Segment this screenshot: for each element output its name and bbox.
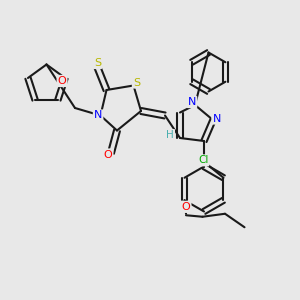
- Text: N: N: [94, 110, 102, 121]
- Text: N: N: [188, 97, 196, 107]
- Text: H: H: [166, 130, 174, 140]
- Text: Cl: Cl: [198, 155, 208, 165]
- Text: N: N: [212, 113, 221, 124]
- Text: O: O: [58, 76, 66, 86]
- Text: S: S: [94, 58, 101, 68]
- Text: S: S: [133, 77, 140, 88]
- Text: O: O: [103, 149, 112, 160]
- Text: O: O: [182, 202, 190, 212]
